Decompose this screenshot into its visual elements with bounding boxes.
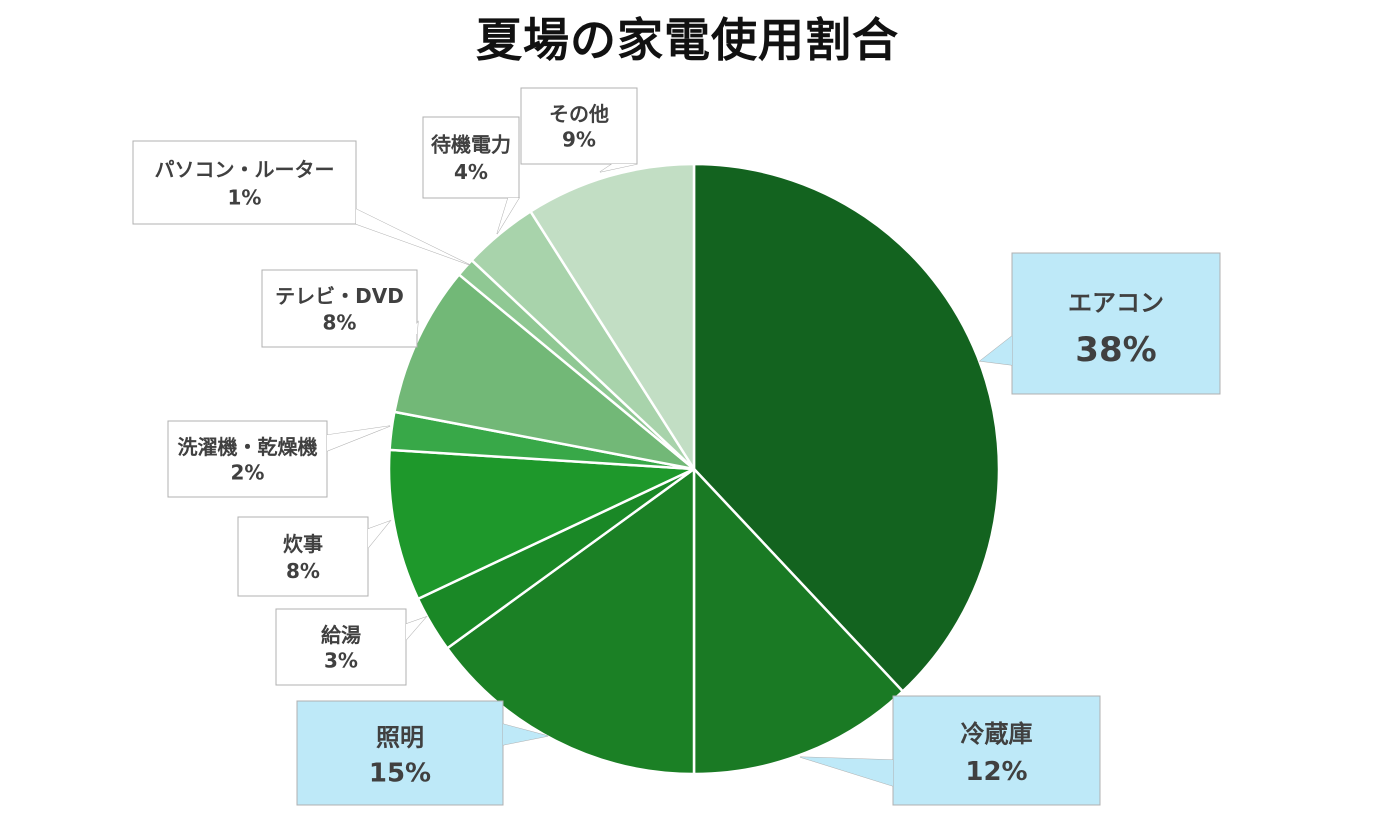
callout-box-9 — [422, 116, 520, 199]
chart-title: 夏場の家電使用割合 — [476, 13, 899, 67]
pie-slice-1 — [692, 162, 1001, 693]
slice-value-6: 2% — [231, 461, 265, 485]
callout-seam-7 — [408, 322, 418, 335]
callout-box-7 — [261, 269, 418, 348]
callout-8: パソコン・ルーター 1% — [132, 140, 471, 266]
slice-label-6: 洗濯機・乾燥機 — [178, 435, 318, 459]
callout-9: 待機電力 4% — [422, 116, 520, 235]
pie-slice-3 — [446, 467, 696, 776]
pie-slice-2 — [692, 467, 905, 776]
slice-label-1: エアコン — [1068, 289, 1164, 317]
slice-label-9: 待機電力 — [431, 133, 511, 157]
slice-value-4: 3% — [324, 649, 358, 673]
callout-seam-5 — [368, 521, 390, 548]
callout-seam-2 — [800, 757, 893, 786]
pie-slice-7 — [393, 273, 696, 471]
slice-label-4: 給湯 — [321, 623, 361, 647]
callout-seam-3 — [503, 724, 548, 745]
callout-1: エアコン 38% — [978, 252, 1221, 395]
slice-value-9: 4% — [454, 160, 488, 184]
slice-label-10: その他 — [549, 102, 609, 126]
slice-value-1: 38% — [1075, 330, 1156, 370]
slice-label-3: 照明 — [376, 723, 424, 751]
callout-seam-1 — [980, 336, 1012, 365]
callout-seam-10 — [600, 164, 637, 172]
slice-value-5: 8% — [286, 559, 320, 583]
slice-label-5: 炊事 — [283, 532, 323, 556]
callout-box-5 — [237, 516, 369, 597]
pie-slice-5 — [387, 448, 696, 601]
callout-4: 給湯3% — [275, 608, 428, 686]
slices-layer — [387, 162, 1001, 776]
callout-box-8 — [132, 140, 357, 225]
callout-2: 冷蔵庫 12% — [799, 695, 1101, 806]
callout-5: 炊事 8% — [237, 516, 392, 597]
callout-seam-9 — [497, 198, 519, 234]
callout-box-2 — [892, 695, 1101, 806]
slice-label-7: テレビ・DVD — [275, 284, 404, 308]
slice-value-10: 9% — [562, 128, 596, 152]
callout-box-1 — [1011, 252, 1221, 395]
slice-value-2: 12% — [965, 757, 1027, 787]
slice-label-8: パソコン・ルーター — [155, 157, 335, 181]
callout-box-10 — [520, 87, 638, 165]
slice-label-2: 冷蔵庫 — [961, 720, 1033, 748]
callout-seam-4 — [406, 617, 426, 640]
callout-box-3 — [296, 700, 504, 806]
slice-value-8: 1% — [228, 186, 262, 210]
callout-seam-8 — [356, 209, 470, 265]
pie-slice-10 — [529, 162, 696, 471]
callout-box-4 — [275, 608, 407, 686]
callout-seam-6 — [327, 426, 390, 451]
callout-box-6 — [167, 420, 328, 498]
callout-3: 照明 15% — [296, 700, 549, 806]
slice-value-3: 15% — [369, 758, 431, 788]
slice-value-7: 8% — [323, 310, 357, 334]
